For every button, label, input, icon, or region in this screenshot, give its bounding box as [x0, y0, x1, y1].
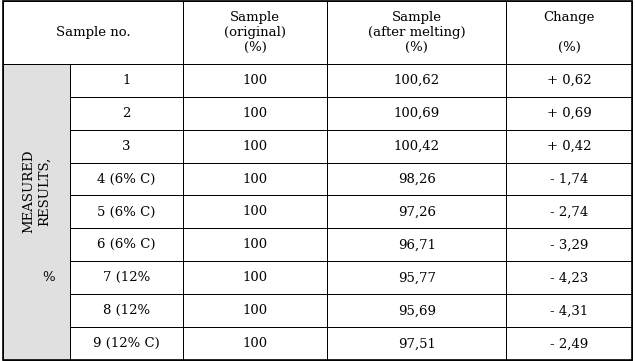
Bar — [328, 130, 506, 162]
Bar — [70, 97, 183, 130]
Bar — [70, 97, 183, 130]
Text: Change

(%): Change (%) — [544, 11, 595, 54]
Bar — [70, 195, 183, 229]
Text: 97,26: 97,26 — [398, 205, 436, 218]
Bar — [3, 1, 632, 64]
Bar — [506, 97, 632, 130]
Text: - 4,31: - 4,31 — [550, 304, 588, 317]
Text: 95,77: 95,77 — [398, 271, 436, 284]
Bar — [328, 1, 506, 64]
Text: 3: 3 — [122, 140, 131, 153]
Text: 100: 100 — [243, 337, 268, 350]
Text: Sample
(after melting)
(%): Sample (after melting) (%) — [368, 11, 465, 54]
Bar — [328, 229, 506, 261]
Text: 100: 100 — [243, 140, 268, 153]
Text: 100,42: 100,42 — [394, 140, 440, 153]
Bar — [328, 195, 506, 229]
Text: - 2,74: - 2,74 — [550, 205, 588, 218]
Bar — [70, 64, 183, 97]
Text: 7 (12%: 7 (12% — [103, 271, 150, 284]
Bar — [183, 229, 328, 261]
Bar — [506, 327, 632, 360]
Bar — [3, 64, 70, 360]
Text: - 4,23: - 4,23 — [550, 271, 588, 284]
Text: - 2,49: - 2,49 — [550, 337, 588, 350]
Bar — [506, 130, 632, 162]
Bar — [70, 294, 183, 327]
Text: 100: 100 — [243, 238, 268, 251]
Bar — [183, 327, 328, 360]
Text: 8 (12%: 8 (12% — [103, 304, 150, 317]
Text: + 0,42: + 0,42 — [547, 140, 591, 153]
Text: 97,51: 97,51 — [398, 337, 436, 350]
Bar — [506, 294, 632, 327]
Bar — [506, 229, 632, 261]
Bar — [183, 195, 328, 229]
Text: 100: 100 — [243, 205, 268, 218]
Text: + 0,69: + 0,69 — [547, 106, 591, 119]
Bar — [70, 261, 183, 294]
Bar — [328, 97, 506, 130]
Bar — [70, 162, 183, 195]
Text: 95,69: 95,69 — [398, 304, 436, 317]
Text: - 3,29: - 3,29 — [550, 238, 588, 251]
Bar — [70, 229, 183, 261]
Bar — [3, 1, 183, 64]
Bar — [70, 294, 183, 327]
Bar — [506, 162, 632, 195]
Bar — [183, 162, 328, 195]
Text: Sample no.: Sample no. — [56, 26, 130, 39]
Bar — [70, 162, 183, 195]
Text: 100,69: 100,69 — [394, 106, 440, 119]
Bar — [328, 294, 506, 327]
Bar — [506, 261, 632, 294]
Bar — [183, 130, 328, 162]
Bar — [70, 229, 183, 261]
Bar — [328, 327, 506, 360]
Text: 5 (6% C): 5 (6% C) — [97, 205, 156, 218]
Bar — [70, 195, 183, 229]
Bar — [70, 64, 183, 97]
Bar — [328, 261, 506, 294]
Bar — [183, 294, 328, 327]
Bar — [3, 64, 70, 360]
Bar — [70, 261, 183, 294]
Text: 6 (6% C): 6 (6% C) — [97, 238, 156, 251]
Bar — [70, 130, 183, 162]
Text: 100: 100 — [243, 304, 268, 317]
Text: + 0,62: + 0,62 — [547, 74, 591, 87]
Text: MEASURED
RESULTS,: MEASURED RESULTS, — [23, 149, 51, 233]
Text: 98,26: 98,26 — [398, 173, 436, 186]
Text: - 1,74: - 1,74 — [550, 173, 588, 186]
Bar — [70, 327, 183, 360]
Bar — [183, 97, 328, 130]
Bar — [328, 162, 506, 195]
Bar — [506, 195, 632, 229]
Bar — [183, 1, 328, 64]
Bar — [328, 64, 506, 97]
Text: Sample
(original)
(%): Sample (original) (%) — [224, 11, 286, 54]
Bar — [506, 64, 632, 97]
Text: 100: 100 — [243, 74, 268, 87]
Text: 96,71: 96,71 — [398, 238, 436, 251]
Text: 100: 100 — [243, 271, 268, 284]
Text: 9 (12% C): 9 (12% C) — [93, 337, 160, 350]
Text: 100: 100 — [243, 106, 268, 119]
Text: %: % — [43, 271, 55, 284]
Bar — [183, 64, 328, 97]
Text: 4 (6% C): 4 (6% C) — [97, 173, 156, 186]
Bar — [183, 261, 328, 294]
Text: 100,62: 100,62 — [394, 74, 440, 87]
Bar — [70, 130, 183, 162]
Text: 1: 1 — [123, 74, 131, 87]
Bar — [70, 327, 183, 360]
Text: 2: 2 — [123, 106, 131, 119]
Text: 100: 100 — [243, 173, 268, 186]
Bar — [506, 1, 632, 64]
